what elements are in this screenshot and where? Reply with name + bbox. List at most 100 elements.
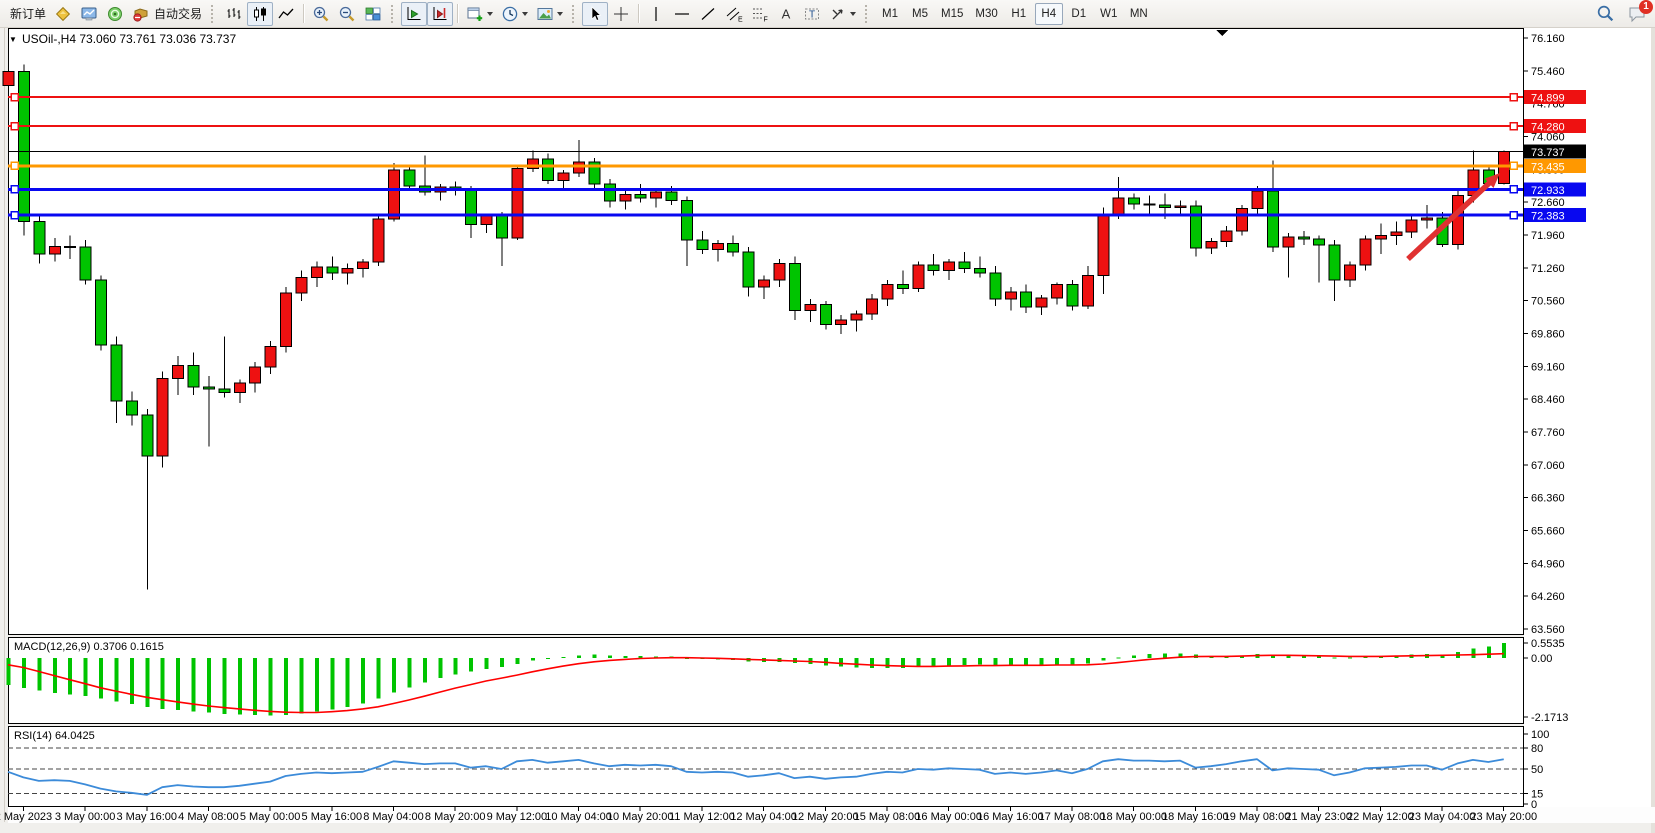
candlestick-mode-button[interactable] [247,1,274,26]
candle-body[interactable] [573,161,586,174]
timeframe-m5[interactable]: M5 [906,3,934,25]
candle-body[interactable] [403,169,416,187]
candle-body[interactable] [526,158,539,169]
candle-body[interactable] [264,346,277,368]
arrow-annotation[interactable] [1406,173,1500,262]
candle-body[interactable] [1498,151,1511,184]
candle-body[interactable] [233,382,246,394]
candle-body[interactable] [495,214,508,239]
candle-body[interactable] [1004,291,1017,300]
candle-body[interactable] [711,242,724,251]
candle-body[interactable] [95,279,108,346]
candle-body[interactable] [742,251,755,288]
candle-body[interactable] [1051,284,1064,299]
candle-body[interactable] [788,263,801,312]
candle-body[interactable] [973,267,986,274]
search-button[interactable] [1592,2,1619,26]
candle-body[interactable] [1251,190,1264,210]
candle-body[interactable] [958,261,971,269]
candle-body[interactable] [850,313,863,321]
candle-body[interactable] [1066,284,1079,307]
candle-body[interactable] [202,386,215,390]
candle-body[interactable] [1128,197,1141,205]
candle-body[interactable] [619,194,632,202]
candle-body[interactable] [835,319,848,326]
candle-body[interactable] [187,364,200,388]
candle-body[interactable] [1189,205,1202,249]
trendline-tool-button[interactable] [695,2,721,26]
candle-body[interactable] [511,167,524,239]
autotrading-button[interactable]: 自动交易 [128,2,206,26]
tile-windows-button[interactable] [360,2,386,26]
candle-body[interactable] [33,220,46,255]
timeframe-m30[interactable]: M30 [970,3,1002,25]
timeframe-d1[interactable]: D1 [1065,3,1093,25]
candle-body[interactable] [172,364,185,380]
candle-body[interactable] [542,158,555,182]
candle-body[interactable] [1282,236,1295,248]
arrows-tool-button[interactable] [825,2,860,26]
candle-body[interactable] [110,344,123,402]
candle-body[interactable] [1405,219,1418,233]
candle-body[interactable] [156,378,169,457]
candle-body[interactable] [896,284,909,289]
candle-body[interactable] [280,292,293,348]
line-anchor-handle[interactable] [1509,121,1518,131]
candle-body[interactable] [218,388,231,394]
candle-body[interactable] [372,218,385,263]
signals-button[interactable] [102,2,128,26]
candle-body[interactable] [819,303,832,326]
new-chart-button[interactable] [462,2,497,26]
candle-body[interactable] [125,400,138,416]
candle-body[interactable] [866,298,879,315]
candle-body[interactable] [64,245,77,248]
line-anchor-handle[interactable] [10,121,19,131]
line-anchor-handle[interactable] [10,161,19,171]
candle-body[interactable] [1236,208,1249,232]
candle-body[interactable] [773,263,786,281]
auto-scroll-button[interactable] [401,1,428,26]
line-anchor-handle[interactable] [1509,161,1518,171]
candle-body[interactable] [696,239,709,251]
rsi-pane[interactable] [8,726,1524,807]
candle-body[interactable] [1112,197,1125,216]
line-chart-mode-button[interactable] [273,2,299,26]
candle-body[interactable] [634,194,647,199]
candle-body[interactable] [1143,203,1156,206]
time-axis-area[interactable] [8,807,1655,823]
candle-body[interactable] [2,70,15,86]
candle-body[interactable] [1097,214,1110,276]
vertical-line-tool-button[interactable] [643,2,669,26]
candle-body[interactable] [1344,264,1357,281]
line-anchor-handle[interactable] [1509,210,1518,220]
zoom-in-button[interactable] [308,2,334,26]
candle-body[interactable] [141,414,154,457]
candle-body[interactable] [48,245,61,255]
bar-chart-mode-button[interactable] [221,2,247,26]
candle-body[interactable] [927,264,940,272]
candle-body[interactable] [650,191,663,199]
candle-body[interactable] [1159,204,1171,208]
profile-button[interactable] [50,2,76,26]
candle-body[interactable] [1313,238,1326,246]
chart-shift-button[interactable] [427,1,454,26]
candle-body[interactable] [388,169,400,220]
candle-body[interactable] [1374,234,1387,240]
text-label-tool-button[interactable]: T [799,2,825,26]
candle-body[interactable] [804,303,817,312]
candle-body[interactable] [588,161,601,185]
line-anchor-handle[interactable] [1509,92,1518,102]
new-order-button[interactable]: 新订单 [2,2,50,26]
candle-body[interactable] [295,277,308,294]
crosshair-tool-button[interactable] [608,2,634,26]
candle-body[interactable] [310,266,323,279]
cursor-tool-button[interactable] [582,1,609,26]
candle-body[interactable] [1328,244,1341,281]
channel-tool-button[interactable]: E [721,2,747,26]
candle-body[interactable] [480,214,493,226]
candle-body[interactable] [1220,230,1233,243]
line-anchor-handle[interactable] [1509,185,1518,194]
candle-body[interactable] [1035,297,1048,308]
candle-body[interactable] [17,70,30,222]
timeframe-mn[interactable]: MN [1125,3,1153,25]
